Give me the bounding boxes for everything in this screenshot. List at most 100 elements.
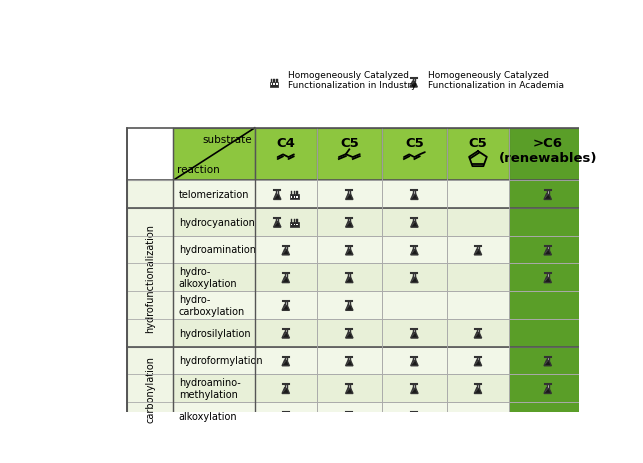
Polygon shape — [285, 246, 287, 250]
Polygon shape — [349, 384, 350, 388]
Polygon shape — [283, 388, 286, 392]
Polygon shape — [349, 191, 350, 194]
Bar — [296, 192, 298, 195]
Polygon shape — [411, 194, 418, 200]
Text: hydroformylation: hydroformylation — [179, 356, 262, 366]
Text: >C6
(renewables): >C6 (renewables) — [498, 136, 597, 164]
Polygon shape — [547, 384, 548, 388]
Polygon shape — [411, 222, 418, 228]
Polygon shape — [282, 332, 289, 338]
Bar — [276, 84, 278, 86]
Polygon shape — [349, 412, 350, 415]
Bar — [291, 219, 293, 223]
Polygon shape — [347, 333, 350, 337]
Polygon shape — [283, 278, 286, 282]
Bar — [296, 196, 298, 198]
Polygon shape — [275, 195, 278, 199]
Polygon shape — [349, 274, 350, 277]
Polygon shape — [282, 388, 289, 394]
Bar — [127, 347, 174, 430]
Polygon shape — [347, 278, 350, 282]
Bar — [255, 375, 317, 402]
Polygon shape — [412, 250, 415, 254]
Bar — [174, 181, 255, 208]
Polygon shape — [349, 329, 350, 332]
Bar — [447, 291, 509, 319]
Bar — [174, 347, 255, 375]
Text: hydro-
carboxylation: hydro- carboxylation — [179, 294, 245, 316]
Bar — [273, 79, 275, 83]
Bar — [382, 375, 447, 402]
Bar — [447, 375, 509, 402]
Polygon shape — [477, 357, 479, 360]
Text: C5: C5 — [405, 136, 424, 149]
Bar — [317, 375, 382, 402]
Bar — [290, 222, 298, 228]
Bar — [317, 208, 382, 236]
Bar — [382, 319, 447, 347]
Bar — [447, 208, 509, 236]
Text: C5: C5 — [469, 136, 487, 149]
Polygon shape — [545, 195, 548, 199]
Bar — [509, 236, 586, 264]
Polygon shape — [545, 361, 548, 364]
Polygon shape — [276, 191, 278, 194]
Polygon shape — [475, 360, 482, 366]
Polygon shape — [413, 274, 415, 277]
Polygon shape — [477, 329, 479, 332]
Polygon shape — [411, 360, 418, 366]
Bar — [174, 129, 255, 181]
Polygon shape — [346, 250, 353, 255]
Polygon shape — [412, 223, 415, 226]
Polygon shape — [547, 274, 548, 277]
Text: reaction: reaction — [177, 165, 220, 175]
Polygon shape — [346, 222, 353, 228]
Bar — [255, 402, 317, 430]
Polygon shape — [413, 219, 415, 222]
Text: hydrocyanation: hydrocyanation — [179, 217, 255, 227]
Bar — [273, 84, 275, 86]
Polygon shape — [477, 246, 479, 250]
Polygon shape — [275, 223, 278, 226]
Polygon shape — [412, 361, 415, 364]
Bar — [317, 129, 382, 181]
Polygon shape — [346, 415, 353, 421]
Bar — [509, 375, 586, 402]
Polygon shape — [282, 250, 289, 255]
Bar — [317, 319, 382, 347]
Bar — [291, 224, 293, 226]
Text: C5: C5 — [340, 136, 359, 149]
Text: Homogeneously Catalyzed
Functionalization in Industry: Homogeneously Catalyzed Functionalizatio… — [288, 70, 417, 90]
Polygon shape — [475, 333, 478, 337]
Polygon shape — [283, 333, 286, 337]
Bar — [509, 402, 586, 430]
Bar — [382, 291, 447, 319]
Text: hydrosilylation: hydrosilylation — [179, 328, 250, 338]
Bar — [509, 208, 586, 236]
Bar — [382, 347, 447, 375]
Bar — [382, 402, 447, 430]
Bar — [127, 129, 586, 430]
Polygon shape — [411, 332, 418, 338]
Polygon shape — [283, 250, 286, 254]
Polygon shape — [285, 412, 287, 415]
Polygon shape — [282, 415, 289, 421]
Polygon shape — [346, 305, 353, 311]
Polygon shape — [412, 278, 415, 282]
Text: hydroamino-
methylation: hydroamino- methylation — [179, 377, 240, 399]
Polygon shape — [411, 83, 414, 86]
Bar — [317, 264, 382, 291]
Bar — [127, 181, 174, 208]
Polygon shape — [346, 194, 353, 200]
Bar — [447, 181, 509, 208]
Bar — [509, 319, 586, 347]
Bar — [509, 291, 586, 319]
Polygon shape — [544, 360, 552, 366]
Polygon shape — [276, 219, 278, 222]
Polygon shape — [413, 357, 415, 360]
Bar — [447, 402, 509, 430]
Polygon shape — [347, 195, 350, 199]
Bar — [509, 347, 586, 375]
Bar — [255, 181, 317, 208]
Bar — [294, 192, 295, 195]
